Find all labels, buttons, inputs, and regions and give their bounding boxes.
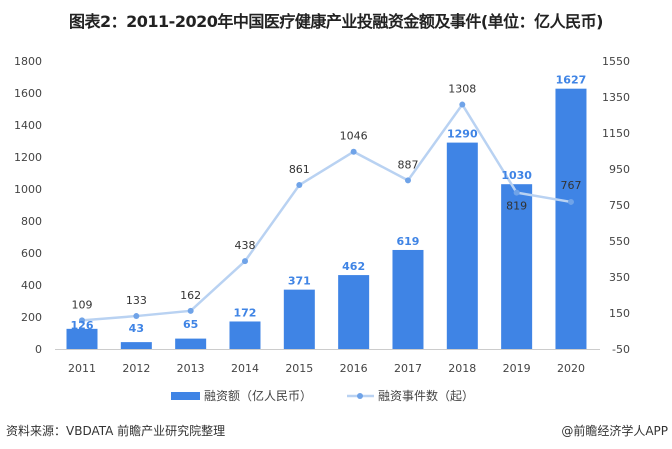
x-tick-label: 2011: [68, 362, 96, 375]
legend-bar-swatch: [171, 392, 200, 400]
x-tick-label: 2019: [503, 362, 531, 375]
bar: [338, 275, 370, 349]
bar: [392, 249, 424, 349]
bar-value-label: 619: [396, 235, 419, 248]
x-tick-label: 2012: [122, 362, 150, 375]
credit: @前瞻经济学人APP: [561, 424, 668, 438]
bar-value-label: 462: [342, 260, 365, 273]
line-point: [404, 177, 411, 184]
right-tick-label: 1350: [602, 91, 630, 104]
right-tick-label: 1150: [602, 127, 630, 140]
left-tick-label: 200: [21, 311, 42, 324]
bar-value-label: 1030: [501, 169, 532, 182]
line-value-label: 1308: [448, 83, 476, 96]
line-value-label: 109: [72, 298, 93, 311]
left-tick-label: 800: [21, 215, 42, 228]
line-value-label: 1046: [340, 130, 368, 143]
bar: [120, 342, 152, 349]
line-point: [350, 148, 357, 155]
line-point: [133, 313, 140, 320]
line-point: [241, 258, 248, 265]
left-tick-label: 600: [21, 247, 42, 260]
bar-value-label: 1627: [556, 74, 587, 87]
line-point: [459, 101, 466, 108]
right-tick-label: 950: [609, 163, 630, 176]
line-point: [296, 182, 303, 189]
bar: [175, 338, 207, 349]
bar-value-label: 1290: [447, 128, 478, 141]
bar-value-label: 126: [71, 319, 94, 332]
bar: [283, 289, 315, 349]
source-note: 资料来源：VBDATA 前瞻产业研究院整理: [6, 424, 226, 438]
right-tick-label: 750: [609, 199, 630, 212]
line-point: [187, 307, 194, 314]
legend-bar-label: 融资额（亿人民币）: [204, 388, 312, 403]
bar: [501, 184, 533, 349]
line-point: [513, 189, 520, 196]
line-point: [567, 198, 574, 205]
bar-value-label: 172: [234, 306, 257, 319]
x-tick-label: 2020: [557, 362, 585, 375]
bar: [555, 88, 587, 350]
left-tick-label: 1600: [14, 87, 42, 100]
left-tick-label: 400: [21, 279, 42, 292]
line-value-label: 438: [234, 239, 255, 252]
right-tick-label: 1550: [602, 55, 630, 68]
x-tick-label: 2018: [448, 362, 476, 375]
left-tick-label: 1400: [14, 119, 42, 132]
left-tick-label: 1800: [14, 55, 42, 68]
line-value-label: 861: [289, 163, 310, 176]
bar-value-label: 43: [129, 322, 144, 335]
bar: [446, 142, 478, 349]
x-tick-label: 2016: [340, 362, 368, 375]
right-tick-label: 150: [609, 307, 630, 320]
right-tick-label: 350: [609, 271, 630, 284]
right-tick-label: -50: [612, 343, 630, 356]
chart-title: 图表2：2011-2020年中国医疗健康产业投融资金额及事件(单位：亿人民币): [69, 12, 603, 31]
left-tick-label: 0: [35, 343, 42, 356]
left-tick-label: 1000: [14, 183, 42, 196]
line-value-label: 162: [180, 289, 201, 302]
line-value-label: 819: [506, 200, 527, 213]
bar-value-label: 371: [288, 275, 311, 288]
line-point: [79, 317, 85, 324]
line-value-label: 133: [126, 294, 147, 307]
x-tick-label: 2015: [285, 362, 313, 375]
right-tick-label: 550: [609, 235, 630, 248]
line-series: [81, 102, 572, 322]
bar: [229, 321, 261, 349]
bar: [66, 328, 98, 349]
left-tick-label: 1200: [14, 151, 42, 164]
legend-line-marker: [357, 393, 363, 399]
x-tick-label: 2017: [394, 362, 422, 375]
legend-line-label: 融资事件数（起）: [378, 388, 474, 403]
bar-value-label: 65: [183, 318, 198, 331]
line-value-label: 767: [560, 179, 581, 192]
x-tick-label: 2013: [177, 362, 205, 375]
line-value-label: 887: [397, 158, 418, 171]
x-tick-label: 2014: [231, 362, 259, 375]
